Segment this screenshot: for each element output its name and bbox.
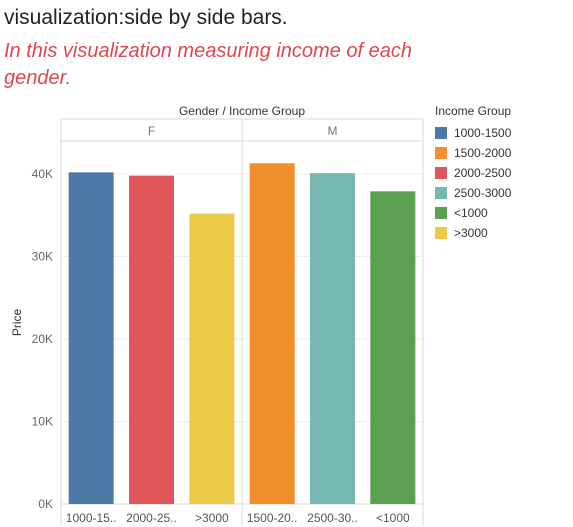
x-tick-label: <1000 [376,511,410,525]
legend: Income Group 1000-1500 1500-2000 2000-2500… [435,104,511,243]
bar-<1000 [370,191,416,504]
panel-header-M: M [328,124,338,138]
legend-title: Income Group [435,104,512,118]
legend-label: <1000 [454,206,488,220]
legend-swatch [435,147,447,159]
x-tick-label: 2000-25.. [126,511,177,525]
legend-label: 1500-2000 [454,146,512,160]
bar->3000 [189,213,235,504]
bar-2000-2500 [129,175,174,504]
legend-label: 2000-2500 [454,166,512,180]
legend-swatch [435,127,447,139]
y-tick-label: 30K [32,250,53,264]
x-tick-label: >3000 [195,511,229,525]
legend-item: <1000 [435,203,511,223]
legend-swatch [435,227,447,239]
x-tick-label: 1500-20.. [247,511,298,525]
page-subtitle: In this visualization measuring income o… [4,40,412,89]
x-tick-label: 2500-30.. [307,511,358,525]
legend-label: 2500-3000 [454,186,512,200]
legend-item: 1500-2000 [435,143,511,163]
bar-1500-2000 [249,163,295,504]
x-tick-label: 1000-15.. [66,511,117,525]
legend-label: >3000 [454,226,488,240]
legend-item: 2000-2500 [435,163,511,183]
legend-item: 2500-3000 [435,183,511,203]
header-label: Gender / Income Group [179,104,305,118]
y-tick-label: 0K [38,497,53,511]
bar-1000-1500 [68,172,114,504]
legend-item: 1000-1500 [435,123,511,143]
y-tick-label: 20K [32,332,53,346]
legend-swatch [435,207,447,219]
legend-items: 1000-1500 1500-2000 2000-2500 2500-3000 <100… [435,123,511,243]
legend-swatch [435,187,447,199]
y-axis-label: Price [10,309,24,337]
legend-item: >3000 [435,223,511,243]
legend-label: 1000-1500 [454,126,512,140]
y-tick-label: 10K [32,415,53,429]
panel-header-F: F [148,124,155,138]
bar-2500-3000 [310,173,355,505]
y-tick-label: 40K [32,167,53,181]
legend-swatch [435,167,447,179]
page-title: visualization:side by side bars. [4,6,288,29]
